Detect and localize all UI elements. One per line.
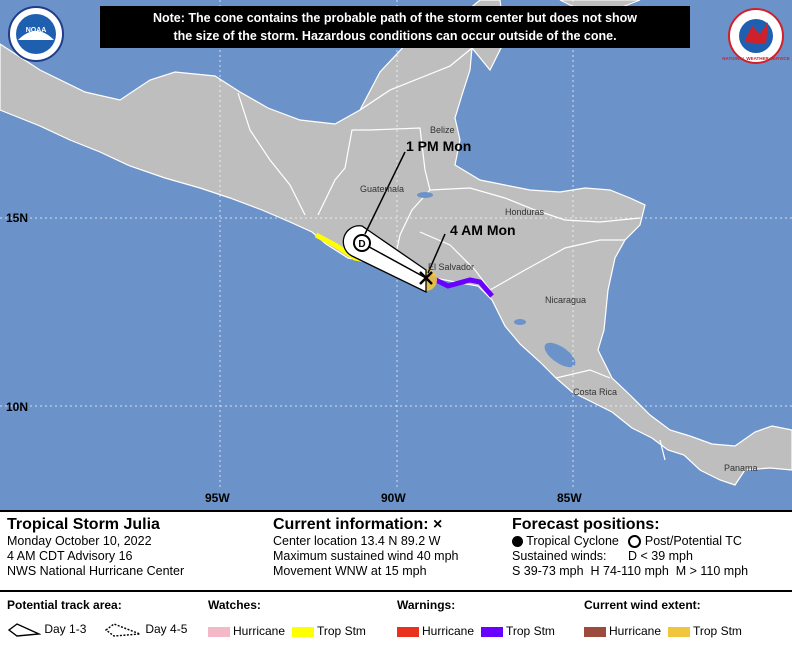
note-line-1: Note: The cone contains the probable pat… (153, 11, 637, 25)
day45-label: Day 4-5 (145, 622, 188, 636)
tropstm-watch-label: Trop Stm (317, 624, 366, 638)
forecast-map: D 1 PM Mon 4 AM Mon Belize Guatemala Hon… (0, 0, 792, 510)
nws-logo: NATIONAL WEATHER SERVICE (722, 8, 790, 64)
d-category: D < 39 mph (628, 549, 693, 563)
lake-nicaragua (544, 342, 576, 368)
hurricane-warning-label: Hurricane (422, 624, 475, 638)
lat-label-10n: 10N (6, 400, 28, 414)
tropstm-warning-swatch (481, 626, 503, 637)
country-panama: Panama (724, 463, 758, 473)
watch-hurricane: Hurricane (208, 624, 285, 638)
note-line-2: the size of the storm. Hazardous conditi… (173, 29, 616, 43)
current-movement: Movement WNW at 15 mph (273, 564, 427, 578)
lon-label-85w: 85W (557, 491, 582, 505)
post-tc-icon (628, 535, 642, 549)
panel-mid-border (0, 590, 792, 592)
hurricane-warning-swatch (397, 626, 419, 637)
hurricane-wind-swatch (584, 626, 606, 637)
tropstm-watch-swatch (292, 626, 314, 637)
country-guatemala: Guatemala (360, 184, 404, 194)
track-day45: Day 4-5 (104, 622, 187, 637)
current-x-icon: × (433, 516, 443, 533)
current-title: Current information: (273, 516, 429, 533)
hurricane-watch-swatch (208, 626, 230, 637)
lon-label-90w: 90W (381, 491, 406, 505)
panel-top-border (0, 510, 792, 512)
lat-label-15n: 15N (6, 211, 28, 225)
forecast-info: Forecast positions: Tropical Cyclone Pos… (512, 516, 790, 579)
hurricane-wind-label: Hurricane (609, 624, 662, 638)
current-info: Current information: × Center location 1… (273, 516, 459, 579)
country-costa-rica: Costa Rica (573, 387, 617, 397)
wind-tropstm: Trop Stm (668, 624, 742, 638)
post-tc-label: Post/Potential TC (644, 534, 742, 548)
wind-hurricane: Hurricane (584, 624, 661, 638)
day13-cone-icon (7, 623, 42, 637)
lon-label-95w: 95W (205, 491, 230, 505)
country-el-salvador: El Salvador (428, 262, 474, 272)
track-area-title: Potential track area: (7, 598, 122, 612)
watch-tropstm: Trop Stm (292, 624, 366, 638)
legend-panel: Tropical Storm Julia Monday October 10, … (0, 510, 792, 650)
tropical-cyclone-label: Tropical Cyclone (526, 534, 619, 548)
forecast-track (361, 242, 427, 279)
tropstm-wind-swatch (668, 626, 690, 637)
sustained-winds-label: Sustained winds: (512, 549, 607, 563)
track-day13: Day 1-3 (7, 622, 86, 637)
warnings-title: Warnings: (397, 598, 456, 612)
noaa-logo-text: NOAA (26, 27, 47, 34)
lake-izabal (417, 192, 433, 198)
storm-advisory: 4 AM CDT Advisory 16 (7, 549, 133, 563)
current-location: Center location 13.4 N 89.2 W (273, 534, 441, 548)
graticule (0, 0, 792, 490)
current-wind: Maximum sustained wind 40 mph (273, 549, 459, 563)
wind-scale: S 39-73 mph H 74-110 mph M > 110 mph (512, 564, 749, 578)
note-box (100, 6, 690, 48)
lake-managua (514, 319, 526, 325)
forecast-title: Forecast positions: (512, 516, 660, 533)
nws-logo-text: NATIONAL WEATHER SERVICE (722, 56, 789, 61)
day13-label: Day 1-3 (44, 622, 87, 636)
borders (237, 92, 666, 461)
tropstm-wind-label: Trop Stm (693, 624, 742, 638)
forecast-label-1pm: 1 PM Mon (406, 138, 471, 154)
callout-4am (427, 233, 446, 274)
forecast-point-d (353, 234, 371, 252)
storm-info: Tropical Storm Julia Monday October 10, … (7, 516, 184, 579)
forecast-point-symbol: D (358, 239, 365, 250)
day45-cone-icon (104, 623, 141, 637)
warning-hurricane: Hurricane (397, 624, 474, 638)
warning-tropstm: Trop Stm (481, 624, 555, 638)
noaa-logo: NOAA (8, 6, 64, 62)
forecast-label-4am: 4 AM Mon (450, 222, 516, 238)
tropstm-warning-label: Trop Stm (506, 624, 555, 638)
callout-1pm (364, 151, 406, 235)
watches-title: Watches: (208, 598, 261, 612)
storm-center: NWS National Hurricane Center (7, 564, 185, 578)
tropical-cyclone-icon (512, 536, 523, 548)
country-honduras: Honduras (505, 207, 545, 217)
current-position-x (419, 271, 433, 285)
storm-name: Tropical Storm Julia (7, 516, 160, 533)
wind-extent-title: Current wind extent: (584, 598, 701, 612)
hurricane-watch-label: Hurricane (233, 624, 286, 638)
storm-date: Monday October 10, 2022 (7, 534, 152, 548)
country-nicaragua: Nicaragua (545, 295, 586, 305)
country-belize: Belize (430, 125, 455, 135)
